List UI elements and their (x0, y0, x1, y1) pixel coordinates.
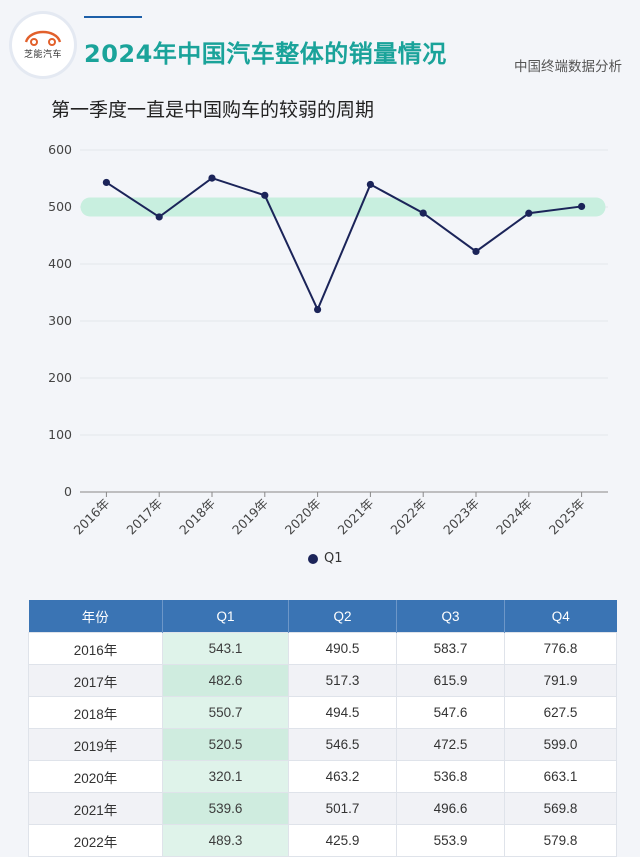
y-tick-label: 300 (48, 313, 72, 328)
data-point (155, 213, 163, 221)
chart-subtitle: 第一季度一直是中国购车的较弱的周期 (51, 99, 375, 121)
table-cell-year: 2016年 (28, 632, 163, 665)
data-point (419, 209, 427, 217)
table-row: 2016年 543.1 490.5 583.7 776.8 (28, 632, 617, 665)
table-cell-year: 2021年 (28, 792, 163, 825)
data-point (208, 174, 216, 182)
data-point (102, 178, 110, 187)
y-tick-label: 100 (48, 427, 72, 442)
table-cell-value: 546.5 (288, 728, 397, 761)
y-tick-label: 400 (48, 256, 72, 271)
table-row: 2020年 320.1 463.2 536.8 663.1 (28, 760, 617, 793)
legend-marker-icon (308, 553, 318, 564)
table-cell-value: 482.6 (162, 664, 289, 697)
table-cell-value: 776.8 (504, 632, 617, 665)
q1-line-chart: 0 100 200 300 400 500 600 2016年 2017年 2018年 2019年 2… (48, 142, 608, 538)
column-header-q2: Q2 (288, 600, 397, 633)
data-point (472, 247, 480, 256)
table-cell-year: 2020年 (28, 760, 163, 793)
table-cell-value: 472.5 (396, 728, 505, 761)
table-cell-value: 463.2 (288, 760, 397, 793)
table-cell-value: 583.7 (396, 632, 505, 665)
source-label: 中国终端数据分析 (514, 59, 622, 75)
y-tick-label: 600 (48, 142, 72, 157)
data-point (366, 180, 374, 189)
table-row: 2018年 550.7 494.5 547.6 627.5 (28, 696, 617, 729)
car-logo-icon (24, 30, 62, 46)
table-cell-value: 520.5 (162, 728, 289, 761)
series-line-q1 (105, 176, 582, 313)
table-cell-value: 517.3 (288, 664, 397, 697)
x-tick-label: 2019年 (229, 496, 271, 538)
table-cell-value: 553.9 (396, 824, 505, 857)
chart-legend: Q1 (308, 551, 343, 566)
table-cell-value: 550.7 (162, 696, 289, 729)
table-cell-value: 501.7 (288, 792, 397, 825)
table-cell-value: 615.9 (396, 664, 505, 697)
x-tick-label: 2017年 (123, 496, 165, 538)
header-accent-rule (84, 16, 142, 18)
x-tick-label: 2022年 (387, 496, 429, 538)
table-cell-value: 627.5 (504, 696, 617, 729)
table-cell-value: 569.8 (504, 792, 617, 825)
table-cell-value: 489.3 (162, 824, 289, 857)
table-cell-value: 579.8 (504, 824, 617, 857)
y-tick-label: 200 (48, 370, 72, 385)
table-cell-value: 543.1 (162, 632, 289, 665)
x-tick-label: 2023年 (440, 496, 482, 538)
table-cell-year: 2018年 (28, 696, 163, 729)
sales-table: 年份 Q1 Q2 Q3 Q4 2016年 543.1 490.5 583.7 776.8… (28, 600, 617, 857)
table-cell-value: 496.6 (396, 792, 505, 825)
table-header-row: 年份 Q1 Q2 Q3 Q4 (28, 600, 617, 633)
x-tick-label: 2018年 (176, 496, 218, 538)
logo-text: 芝能汽车 (23, 50, 62, 60)
table-row: 2022年 489.3 425.9 553.9 579.8 (28, 824, 617, 857)
table-cell-value: 320.1 (162, 760, 289, 793)
x-tick-label: 2020年 (282, 496, 324, 538)
table-cell-value: 425.9 (288, 824, 397, 857)
brand-logo: 芝能汽车 (12, 14, 74, 76)
table-cell-value: 490.5 (288, 632, 397, 665)
data-point (261, 191, 269, 199)
x-tick-label: 2025年 (546, 496, 588, 538)
table-cell-value: 539.6 (162, 792, 289, 825)
x-tick-label: 2021年 (335, 496, 377, 538)
table-cell-value: 547.6 (396, 696, 505, 729)
data-point (314, 305, 322, 314)
legend-label-q1: Q1 (324, 551, 343, 566)
column-header-q4: Q4 (504, 600, 617, 633)
table-cell-value: 536.8 (396, 760, 505, 793)
table-cell-value: 791.9 (504, 664, 617, 697)
table-cell-value: 663.1 (504, 760, 617, 793)
page-title: 2024年中国汽车整体的销量情况 (84, 40, 447, 68)
column-header-q1: Q1 (162, 600, 289, 633)
data-point (525, 209, 533, 217)
table-cell-year: 2022年 (28, 824, 163, 857)
x-tick-label: 2016年 (71, 496, 113, 538)
table-row: 2017年 482.6 517.3 615.9 791.9 (28, 664, 617, 697)
table-row: 2021年 539.6 501.7 496.6 569.8 (28, 792, 617, 825)
column-header-q3: Q3 (396, 600, 505, 633)
x-tick-label: 2024年 (493, 496, 535, 538)
y-tick-label: 500 (48, 199, 72, 214)
table-cell-value: 599.0 (504, 728, 617, 761)
column-header-year: 年份 (28, 600, 163, 633)
table-cell-year: 2019年 (28, 728, 163, 761)
table-cell-year: 2017年 (28, 664, 163, 697)
table-cell-value: 494.5 (288, 696, 397, 729)
data-point (578, 202, 586, 211)
y-tick-label: 0 (64, 484, 72, 499)
table-row: 2019年 520.5 546.5 472.5 599.0 (28, 728, 617, 761)
